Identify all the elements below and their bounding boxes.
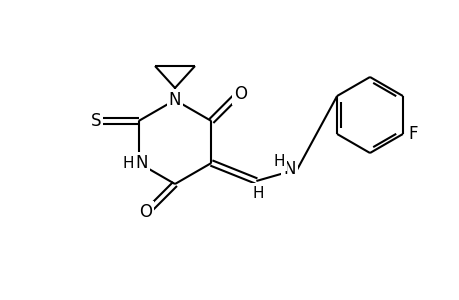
Text: H: H [123, 155, 134, 170]
Text: N: N [282, 160, 295, 178]
Text: O: O [233, 85, 246, 103]
Text: O: O [139, 203, 152, 221]
Text: H: H [273, 154, 285, 169]
Text: F: F [407, 125, 417, 143]
Text: H: H [252, 185, 263, 200]
Text: N: N [168, 91, 181, 109]
Text: S: S [90, 112, 101, 130]
Text: N: N [135, 154, 147, 172]
